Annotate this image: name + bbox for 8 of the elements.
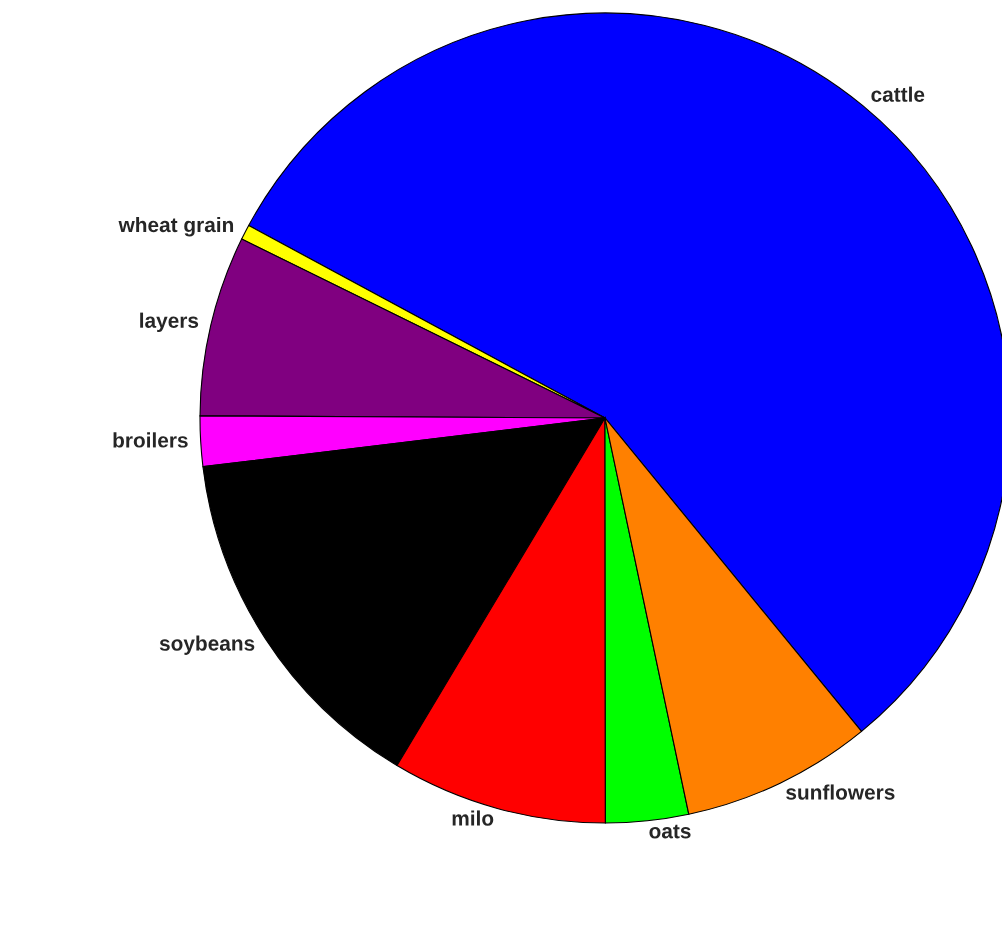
slice-label: milo [452, 810, 494, 826]
slice-label: oats [649, 824, 691, 839]
slice-label: wheat grain [118, 216, 234, 237]
slice-label: broilers [113, 432, 188, 448]
slice-label: soybeans [159, 635, 255, 655]
slice-label: layers [140, 312, 199, 333]
slice-label: sunflowers [786, 784, 895, 800]
slice-label: cattle [871, 86, 925, 102]
